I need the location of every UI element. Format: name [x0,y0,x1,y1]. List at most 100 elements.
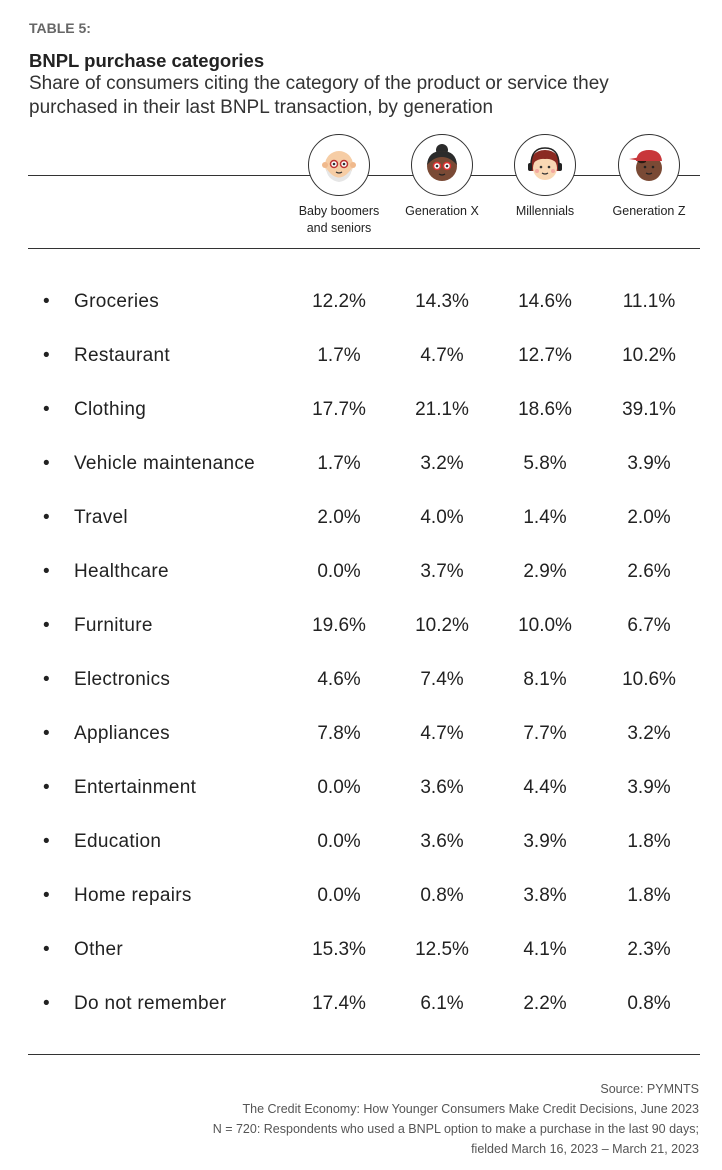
cell-value: 18.6% [518,399,572,420]
table-row: • Home repairs 0.0% 0.8% 3.8% 1.8% [0,885,722,915]
table-row: • Entertainment 0.0% 3.6% 4.4% 3.9% [0,777,722,807]
cell-value: 3.8% [523,885,567,906]
bullet-icon: • [43,345,50,366]
bullet-icon: • [43,561,50,582]
table-row: • Groceries 12.2% 14.3% 14.6% 11.1% [0,291,722,321]
footer-source: Source: PYMNTS [600,1082,699,1096]
row-label: Travel [74,507,128,528]
cell-value: 3.9% [627,453,671,474]
cell-value: 0.0% [317,561,361,582]
column-header-genz: Generation Z [612,204,686,218]
bullet-icon: • [43,507,50,528]
cell-value: 4.1% [523,939,567,960]
row-label: Home repairs [74,885,192,906]
bullet-icon: • [43,453,50,474]
footer-fielded: fielded March 16, 2023 – March 21, 2023 [471,1142,699,1156]
bullet-icon: • [43,291,50,312]
cell-value: 14.3% [415,291,469,312]
column-header-millennials: Millennials [515,204,575,218]
row-label: Other [74,939,124,960]
cell-value: 4.7% [420,345,464,366]
row-label: Furniture [74,615,153,636]
header-divider-bottom [28,248,700,249]
cell-value: 4.7% [420,723,464,744]
table-subtitle: Share of consumers citing the category o… [29,73,609,118]
footer-report: The Credit Economy: How Younger Consumer… [242,1102,699,1116]
cell-value: 21.1% [415,399,469,420]
cell-value: 1.8% [627,885,671,906]
genx-face-icon [411,134,473,196]
cell-value: 2.0% [317,507,361,528]
millennial-face-icon [514,134,576,196]
bullet-icon: • [43,399,50,420]
cell-value: 10.0% [518,615,572,636]
table-divider-bottom [28,1054,700,1055]
row-label: Appliances [74,723,170,744]
cell-value: 1.7% [317,453,361,474]
cell-value: 10.6% [622,669,676,690]
cell-value: 10.2% [622,345,676,366]
row-label: Restaurant [74,345,170,366]
cell-value: 4.6% [317,669,361,690]
cell-value: 2.2% [523,993,567,1014]
cell-value: 2.0% [627,507,671,528]
cell-value: 0.8% [420,885,464,906]
cell-value: 7.8% [317,723,361,744]
table-row: • Electronics 4.6% 7.4% 8.1% 10.6% [0,669,722,699]
bullet-icon: • [43,885,50,906]
row-label: Vehicle maintenance [74,453,256,474]
cell-value: 39.1% [622,399,676,420]
row-label: Entertainment [74,777,197,798]
cell-value: 2.9% [523,561,567,582]
cell-value: 14.6% [518,291,572,312]
column-header-genx: Generation X [405,204,479,218]
row-label: Electronics [74,669,171,690]
boomer-face-icon [308,134,370,196]
cell-value: 12.7% [518,345,572,366]
bullet-icon: • [43,615,50,636]
cell-value: 7.7% [523,723,567,744]
cell-value: 0.8% [627,993,671,1014]
cell-value: 4.4% [523,777,567,798]
cell-value: 0.0% [317,885,361,906]
cell-value: 3.2% [627,723,671,744]
genz-face-icon [618,134,680,196]
bullet-icon: • [43,723,50,744]
cell-value: 3.9% [627,777,671,798]
cell-value: 17.7% [312,399,366,420]
cell-value: 10.2% [415,615,469,636]
bullet-icon: • [43,777,50,798]
cell-value: 8.1% [523,669,567,690]
cell-value: 6.7% [627,615,671,636]
table-row: • Do not remember 17.4% 6.1% 2.2% 0.8% [0,993,722,1023]
column-header-boomers: Baby boomers and seniors [298,204,380,235]
table-row: • Vehicle maintenance 1.7% 3.2% 5.8% 3.9% [0,453,722,483]
cell-value: 1.8% [627,831,671,852]
cell-value: 2.6% [627,561,671,582]
cell-value: 12.2% [312,291,366,312]
cell-value: 0.0% [317,777,361,798]
cell-value: 2.3% [627,939,671,960]
row-label: Education [74,831,162,852]
cell-value: 6.1% [420,993,464,1014]
cell-value: 1.7% [317,345,361,366]
table-tag: TABLE 5: [29,20,91,36]
bullet-icon: • [43,831,50,852]
table-row: • Appliances 7.8% 4.7% 7.7% 3.2% [0,723,722,753]
cell-value: 3.7% [420,561,464,582]
cell-value: 3.9% [523,831,567,852]
table-row: • Furniture 19.6% 10.2% 10.0% 6.7% [0,615,722,645]
bullet-icon: • [43,939,50,960]
table-row: • Restaurant 1.7% 4.7% 12.7% 10.2% [0,345,722,375]
cell-value: 0.0% [317,831,361,852]
table-row: • Travel 2.0% 4.0% 1.4% 2.0% [0,507,722,537]
cell-value: 3.6% [420,831,464,852]
cell-value: 1.4% [523,507,567,528]
row-label: Clothing [74,399,147,420]
cell-value: 3.2% [420,453,464,474]
cell-value: 4.0% [420,507,464,528]
cell-value: 15.3% [312,939,366,960]
table-row: • Education 0.0% 3.6% 3.9% 1.8% [0,831,722,861]
row-label: Do not remember [74,993,227,1014]
footer-sample: N = 720: Respondents who used a BNPL opt… [212,1122,699,1136]
